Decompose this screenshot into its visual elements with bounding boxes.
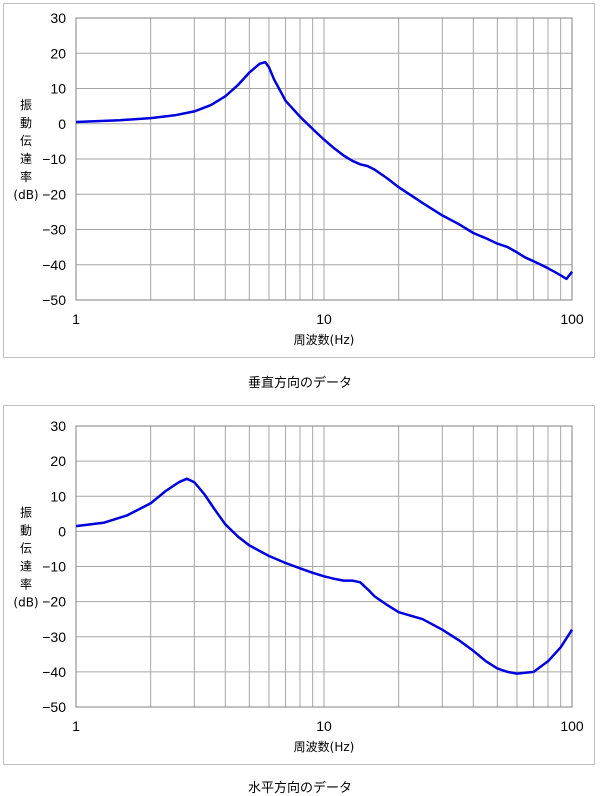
y-tick-label: 0	[58, 523, 66, 539]
y-axis-label-char: 伝	[20, 134, 32, 148]
y-tick-label: −10	[42, 559, 66, 575]
y-tick-label: 30	[50, 418, 66, 434]
y-axis-label-char: 率	[20, 169, 32, 184]
y-tick-label: −30	[42, 629, 66, 645]
y-axis-label-char: (dB)	[13, 188, 38, 202]
y-tick-label: 20	[50, 453, 66, 469]
y-axis-label-char: (dB)	[13, 596, 38, 610]
y-tick-label: 20	[50, 45, 66, 61]
chart-panel-vertical: 30 20 10 0 −10 −20 −30 −40 −50 1 10 100 周波数(Hz) 振動伝達率…	[3, 3, 595, 358]
x-tick-label: 1	[72, 718, 80, 734]
x-axis-label: 周波数(Hz)	[294, 739, 355, 754]
y-tick-label: −30	[42, 222, 66, 238]
x-tick-label: 1	[72, 311, 80, 327]
series-line	[75, 477, 574, 675]
x-tick-label: 100	[560, 311, 584, 327]
y-tick-label: 0	[58, 116, 66, 132]
y-tick-label: 30	[50, 10, 66, 26]
caption-horizontal: 水平方向のデータ	[247, 781, 352, 796]
caption-vertical: 垂直方向のデータ	[247, 376, 352, 391]
y-axis-label-char: 振	[20, 506, 32, 520]
y-axis-label-char: 達	[20, 560, 32, 574]
y-axis-label-char: 率	[20, 577, 32, 592]
y-axis-label-char: 振	[20, 98, 32, 112]
x-tick-label: 10	[316, 718, 332, 734]
y-tick-label: 10	[50, 81, 66, 97]
y-tick-label: −20	[42, 594, 66, 610]
y-tick-label: −20	[42, 186, 66, 202]
y-tick-label: −40	[42, 664, 66, 680]
y-tick-label: −40	[42, 257, 66, 273]
x-tick-label: 100	[560, 718, 584, 734]
y-tick-label: −50	[42, 699, 66, 715]
x-tick-label: 10	[316, 311, 332, 327]
y-axis-label-char: 動	[20, 116, 32, 130]
y-tick-label: −10	[42, 151, 66, 167]
y-tick-label: 10	[50, 488, 66, 504]
y-axis-label-char: 伝	[20, 542, 32, 556]
chart-panel-horizontal: 30 20 10 0 −10 −20 −30 −40 −50 1 10 100 周波数(Hz) 振動伝達率…	[3, 405, 595, 765]
plot-frame	[75, 425, 573, 708]
y-tick-label: −50	[42, 292, 66, 308]
y-axis-label-char: 動	[20, 524, 32, 538]
plot-frame	[75, 17, 573, 301]
x-axis-label: 周波数(Hz)	[294, 332, 355, 347]
series-line	[75, 60, 573, 281]
y-axis-label-char: 達	[20, 152, 32, 166]
